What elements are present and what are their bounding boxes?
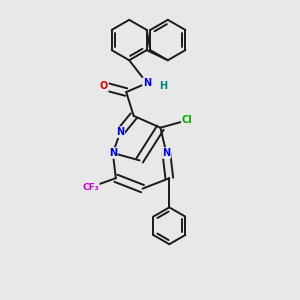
Text: N: N <box>143 78 151 88</box>
Text: N: N <box>116 127 124 137</box>
Text: O: O <box>100 81 108 91</box>
Text: H: H <box>159 81 167 91</box>
Text: N: N <box>109 148 117 158</box>
Text: N: N <box>162 148 170 158</box>
Text: CF₃: CF₃ <box>82 183 99 192</box>
Text: Cl: Cl <box>182 115 193 125</box>
